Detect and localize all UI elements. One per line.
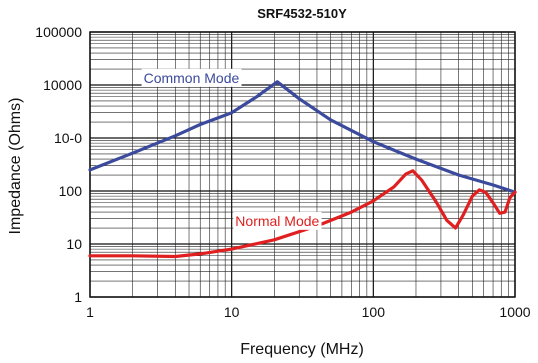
y-axis-title: Impedance (Ohms): [7, 98, 24, 235]
series-group: [88, 80, 517, 259]
common-mode-line: [88, 80, 517, 194]
x-tick-label: 1: [86, 304, 94, 320]
y-tick-label: 100000: [35, 24, 82, 40]
common-mode-label: Common Mode: [144, 70, 240, 86]
series-labels: Common Mode Normal Mode: [141, 68, 322, 230]
y-tick-label: 10-0: [54, 130, 82, 146]
y-tick-label: 10: [66, 236, 82, 252]
chart-title: SRF4532-510Y: [257, 6, 347, 21]
normal-mode-label-bg: [233, 211, 322, 230]
normal-mode-label: Normal Mode: [235, 213, 319, 229]
common-mode-label-bg: [141, 68, 242, 87]
x-tick-label: 1000: [499, 304, 530, 320]
x-tick-labels: 1 10 100 1000: [86, 304, 531, 320]
x-tick-label: 100: [362, 304, 386, 320]
plot-frame: [89, 31, 516, 298]
y-tick-label: 10000: [43, 77, 82, 93]
y-tick-label: 1: [74, 289, 82, 305]
y-tick-label: 100: [59, 183, 83, 199]
x-axis-title: Frequency (MHz): [240, 341, 364, 358]
y-tick-labels: 1 10 100 10-0 10000 100000: [35, 24, 82, 305]
x-tick-label: 10: [224, 304, 240, 320]
